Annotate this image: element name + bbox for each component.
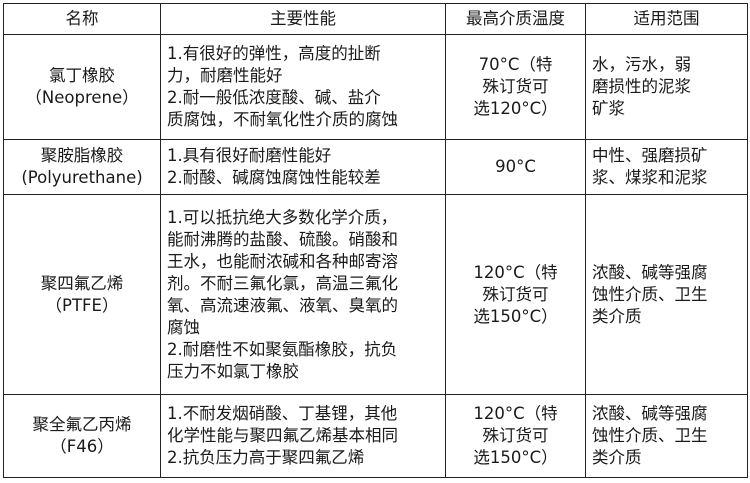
cell-line: 选150°C） xyxy=(473,448,558,467)
cell-line: 120°C（特 xyxy=(473,404,558,423)
cell-scope: 水，污水，弱 磨损性的泥浆 矿浆 xyxy=(585,34,748,140)
cell-line: 殊订货可 xyxy=(482,77,549,96)
header-temperature: 最高介质温度 xyxy=(445,3,586,35)
cell-line: 蚀性介质、卫生 xyxy=(592,426,708,445)
cell-name: 聚四氟乙烯 （PTFE） xyxy=(3,194,161,395)
cell-line: 腐蚀 xyxy=(167,317,200,337)
cell-line: 2.抗负压力高于聚四氟乙烯 xyxy=(167,448,365,467)
cell-line: （PTFE） xyxy=(45,295,119,315)
cell-line: 浓酸、碱等强腐 xyxy=(592,262,708,282)
header-name: 名称 xyxy=(3,3,161,35)
cell-line: 力，耐磨性能好 xyxy=(167,66,283,85)
cell-line: 氧、高流速液氟、液氧、臭氧的 xyxy=(167,295,398,315)
cell-line: 选120°C） xyxy=(473,99,558,118)
cell-performance: 1.有很好的弹性，高度的扯断 力，耐磨性能好 2.耐一般低浓度酸、碱、盐介 质腐蚀，不… xyxy=(160,34,446,140)
table-row: 氯丁橡胶 （Neoprene） 1.有很好的弹性，高度的扯断 力，耐磨性能好 2.耐一般… xyxy=(3,34,748,140)
cell-performance: 1.不耐发烟硝酸、丁基锂，其他 化学性能与聚四氟乙烯基本相同 2.抗负压力高于聚四氟… xyxy=(160,394,446,478)
cell-temperature: 120°C（特 殊订货可选150°C） xyxy=(445,394,586,478)
header-performance: 主要性能 xyxy=(160,3,446,35)
cell-line: 磨损性的泥浆 xyxy=(592,77,691,96)
cell-line: 70°C（特 xyxy=(478,55,553,74)
cell-scope: 中性、强磨损矿 浆、煤浆和泥浆 xyxy=(585,139,748,195)
cell-performance: 1.可以抵抗绝大多数化学介质， 能耐沸腾的盐酸、硫酸。硝酸和 王水，也能耐浓碱和各种… xyxy=(160,194,446,395)
cell-line: 聚全氟乙丙烯 xyxy=(32,415,132,434)
cell-line: 压力不如氯丁橡胶 xyxy=(167,361,299,381)
cell-line: 2.耐磨性不如聚氨酯橡胶，抗负 xyxy=(167,339,398,359)
table-row: 聚全氟乙丙烯 （F46） 1.不耐发烟硝酸、丁基锂，其他 化学性能与聚四氟乙烯基本相同… xyxy=(3,394,748,478)
cell-line: 1.不耐发烟硝酸、丁基锂，其他 xyxy=(167,404,398,423)
cell-line: （Neoprene） xyxy=(25,88,139,107)
cell-line: 类介质 xyxy=(592,306,642,326)
table-row: 聚胺脂橡胶 (Polyurethane) 1.具有很好耐磨性能好 2.耐酸、碱腐蚀腐蚀… xyxy=(3,139,748,195)
cell-line: 化学性能与聚四氟乙烯基本相同 xyxy=(167,426,398,445)
cell-name: 氯丁橡胶 （Neoprene） xyxy=(3,34,161,140)
cell-name: 聚胺脂橡胶 (Polyurethane) xyxy=(3,139,161,195)
cell-line: 1.有很好的弹性，高度的扯断 xyxy=(167,44,381,63)
cell-scope: 浓酸、碱等强腐 蚀性介质、卫生 类介质 xyxy=(585,394,748,478)
cell-line: 浓酸、碱等强腐 xyxy=(592,404,708,423)
cell-line: 蚀性介质、卫生 xyxy=(592,284,708,304)
cell-line: 聚胺脂橡胶 xyxy=(40,146,124,165)
cell-performance: 1.具有很好耐磨性能好 2.耐酸、碱腐蚀腐蚀性能较差 xyxy=(160,139,446,195)
cell-line: 2.耐一般低浓度酸、碱、盐介 xyxy=(167,88,381,107)
cell-line: (Polyurethane) xyxy=(21,168,143,187)
cell-line: 1.可以抵抗绝大多数化学介质， xyxy=(167,207,398,227)
cell-line: 120°C（特 xyxy=(473,262,558,282)
cell-name: 聚全氟乙丙烯 （F46） xyxy=(3,394,161,478)
cell-line: 殊订货可 xyxy=(482,426,549,445)
cell-line: 质腐蚀，不耐氧化性介质的腐蚀 xyxy=(167,110,398,129)
header-scope: 适用范围 xyxy=(585,3,748,35)
cell-line: 能耐沸腾的盐酸、硫酸。硝酸和 xyxy=(167,229,398,249)
cell-line: 2.耐酸、碱腐蚀腐蚀性能较差 xyxy=(167,168,381,187)
cell-scope: 浓酸、碱等强腐 蚀性介质、卫生 类介质 xyxy=(585,194,748,395)
cell-line: 氯丁橡胶 xyxy=(49,66,115,85)
cell-line: 1.具有很好耐磨性能好 xyxy=(167,146,332,165)
cell-line: 浆、煤浆和泥浆 xyxy=(592,168,708,187)
cell-line: 中性、强磨损矿 xyxy=(592,146,708,165)
cell-line: 90°C xyxy=(495,157,536,176)
cell-line: 矿浆 xyxy=(592,99,625,118)
table-row: 聚四氟乙烯 （PTFE） 1.可以抵抗绝大多数化学介质， 能耐沸腾的盐酸、硫酸。硝酸和… xyxy=(3,194,748,395)
cell-line: 殊订货可 xyxy=(482,284,549,304)
material-comparison-table: 名称 主要性能 最高介质温度 适用范围 氯丁橡胶 （Neoprene） 1.有很好的… xyxy=(3,3,748,478)
cell-line: 聚四氟乙烯 xyxy=(40,273,124,293)
cell-line: 类介质 xyxy=(592,448,642,467)
cell-temperature: 90°C xyxy=(445,139,586,195)
cell-line: 选150°C） xyxy=(473,306,558,326)
cell-line: 水，污水，弱 xyxy=(592,55,691,74)
cell-line: 王水，也能耐浓碱和各种邮寄溶 xyxy=(167,251,398,271)
cell-temperature: 120°C（特 殊订货可 选150°C） xyxy=(445,194,586,395)
header-row: 名称 主要性能 最高介质温度 适用范围 xyxy=(3,3,748,35)
cell-line: 剂。不耐三氟化氯，高温三氟化 xyxy=(167,273,398,293)
cell-line: （F46） xyxy=(50,437,114,456)
cell-temperature: 70°C（特 殊订货可选120°C） xyxy=(445,34,586,140)
